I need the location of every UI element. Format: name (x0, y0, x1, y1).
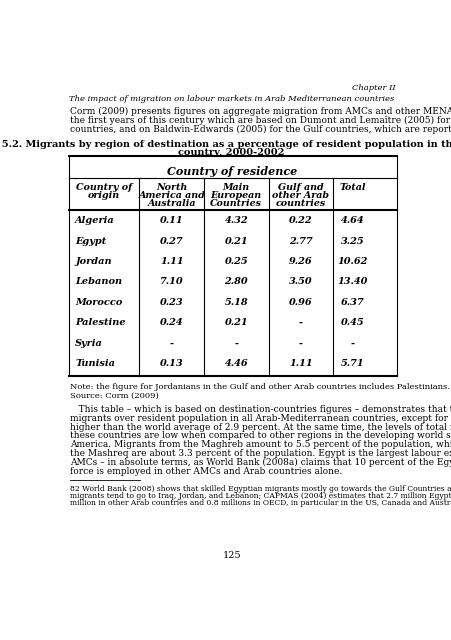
Text: Note: the figure for Jordanians in the Gulf and other Arab countries includes Pa: Note: the figure for Jordanians in the G… (70, 383, 449, 391)
Text: other Arab: other Arab (272, 191, 329, 200)
Text: America. Migrants from the Maghreb amount to 5.5 percent of the population, whil: America. Migrants from the Maghreb amoun… (70, 440, 451, 449)
Text: the first years of this century which are based on Dumont and Lemaître (2005) fo: the first years of this century which ar… (70, 116, 451, 125)
Text: -: - (169, 339, 173, 348)
Text: -: - (298, 339, 302, 348)
Text: European: European (210, 191, 261, 200)
Text: 0.22: 0.22 (288, 216, 312, 225)
Text: countries, and on Baldwin-Edwards (2005) for the Gulf countries, which are repor: countries, and on Baldwin-Edwards (2005)… (70, 125, 451, 134)
Text: higher than the world average of 2.9 percent. At the same time, the levels of to: higher than the world average of 2.9 per… (70, 422, 451, 431)
Text: 10.62: 10.62 (336, 257, 367, 266)
Text: Gulf and: Gulf and (277, 182, 323, 191)
Text: 2.77: 2.77 (288, 237, 312, 246)
Text: 0.24: 0.24 (160, 318, 183, 327)
Text: Egypt: Egypt (75, 237, 106, 246)
Text: 0.96: 0.96 (288, 298, 312, 307)
Text: 2.80: 2.80 (224, 277, 248, 286)
Text: AMCs – in absolute terms, as World Bank (2008a) claims that 10 percent of the Eg: AMCs – in absolute terms, as World Bank … (70, 458, 451, 467)
Text: country, 2000-2002: country, 2000-2002 (178, 148, 284, 157)
Text: 1.11: 1.11 (288, 359, 312, 368)
Text: 0.45: 0.45 (340, 318, 364, 327)
Text: origin: origin (88, 191, 120, 200)
Text: 0.13: 0.13 (160, 359, 183, 368)
Text: 5.71: 5.71 (340, 359, 364, 368)
Text: 6.37: 6.37 (340, 298, 364, 307)
Text: -: - (298, 318, 302, 327)
Text: Chapter II: Chapter II (351, 84, 394, 93)
Text: This table – which is based on destination-countries figures – demonstrates that: This table – which is based on destinati… (70, 405, 451, 414)
Text: Jordan: Jordan (75, 257, 111, 266)
Text: Algeria: Algeria (75, 216, 115, 225)
Text: these countries are low when compared to other regions in the developing world s: these countries are low when compared to… (70, 431, 451, 440)
Text: 0.25: 0.25 (224, 257, 248, 266)
Text: The impact of migration on labour markets in Arab Mediterranean countries: The impact of migration on labour market… (69, 95, 393, 102)
Text: North: North (156, 182, 187, 191)
Text: -: - (234, 339, 238, 348)
Text: Country of residence: Country of residence (166, 166, 296, 177)
Text: Syria: Syria (75, 339, 103, 348)
Text: 0.23: 0.23 (160, 298, 183, 307)
Text: 4.46: 4.46 (224, 359, 248, 368)
Text: 125: 125 (222, 551, 240, 561)
Text: Tunisia: Tunisia (75, 359, 115, 368)
Text: 0.27: 0.27 (160, 237, 183, 246)
Text: force is employed in other AMCs and Arab countries alone.: force is employed in other AMCs and Arab… (70, 467, 342, 476)
Text: 5.18: 5.18 (224, 298, 248, 307)
Text: 82 World Bank (2008) shows that skilled Egyptian migrants mostly go towards the : 82 World Bank (2008) shows that skilled … (70, 485, 451, 493)
Text: Palestine: Palestine (75, 318, 125, 327)
Text: 0.21: 0.21 (224, 318, 248, 327)
Text: the Mashreq are about 3.3 percent of the population. Egypt is the largest labour: the Mashreq are about 3.3 percent of the… (70, 449, 451, 458)
Text: Lebanon: Lebanon (75, 277, 122, 286)
Text: Table 5.2. Migrants by region of destination as a percentage of resident populat: Table 5.2. Migrants by region of destina… (0, 140, 451, 148)
Text: Total: Total (338, 182, 365, 191)
Text: 7.10: 7.10 (160, 277, 183, 286)
Text: 0.21: 0.21 (224, 237, 248, 246)
Text: migrants tend to go to Iraq, Jordan, and Lebanon; CAPMAS (2004) estimates that 2: migrants tend to go to Iraq, Jordan, and… (70, 492, 451, 500)
Text: countries: countries (275, 199, 325, 208)
Text: Australia: Australia (147, 199, 195, 208)
Text: migrants over resident population in all Arab-Mediterranean countries, except fo: migrants over resident population in all… (70, 413, 451, 422)
Text: 4.32: 4.32 (224, 216, 248, 225)
Text: 4.64: 4.64 (340, 216, 364, 225)
Text: 3.50: 3.50 (288, 277, 312, 286)
Text: 3.25: 3.25 (340, 237, 364, 246)
Text: Source: Corm (2009): Source: Corm (2009) (70, 392, 159, 400)
Text: Morocco: Morocco (75, 298, 122, 307)
Text: Country of: Country of (76, 182, 132, 191)
Text: 0.11: 0.11 (160, 216, 183, 225)
Text: Countries: Countries (210, 199, 262, 208)
Text: -: - (350, 339, 354, 348)
Text: Corm (2009) presents figures on aggregate migration from AMCs and other MENA cou: Corm (2009) presents figures on aggregat… (70, 107, 451, 116)
Text: America and: America and (138, 191, 205, 200)
Text: 13.40: 13.40 (336, 277, 367, 286)
Text: million in other Arab countries and 0.8 millions in OECD, in particular in the U: million in other Arab countries and 0.8 … (70, 499, 451, 507)
Text: 1.11: 1.11 (160, 257, 183, 266)
Text: Main: Main (222, 182, 249, 191)
Text: 9.26: 9.26 (288, 257, 312, 266)
